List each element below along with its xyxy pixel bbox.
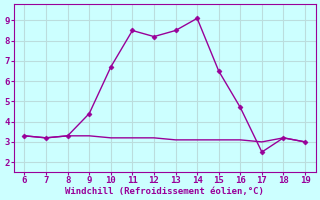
- X-axis label: Windchill (Refroidissement éolien,°C): Windchill (Refroidissement éolien,°C): [65, 187, 264, 196]
